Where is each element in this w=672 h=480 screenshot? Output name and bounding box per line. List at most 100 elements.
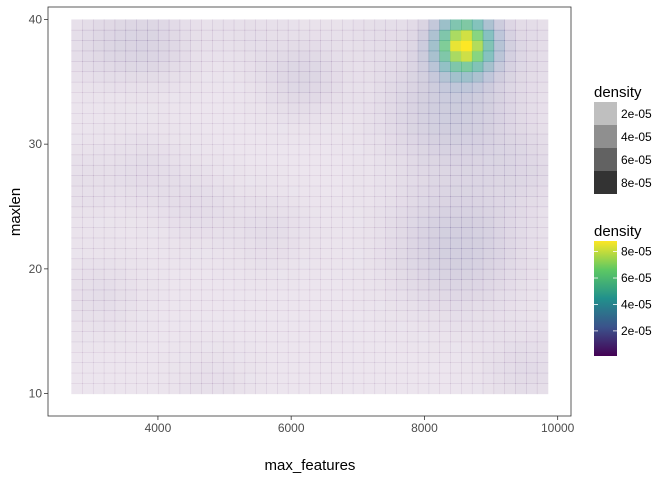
heatmap-tile <box>406 310 419 322</box>
heatmap-tile <box>428 81 441 93</box>
heatmap-tile <box>82 289 94 301</box>
heatmap-tile <box>439 331 451 343</box>
heatmap-tile <box>536 320 549 332</box>
heatmap-tile <box>417 351 430 363</box>
heatmap-tile <box>103 154 116 166</box>
heatmap-tile <box>244 362 256 374</box>
heatmap-tile <box>71 81 83 93</box>
heatmap-tile <box>255 81 267 93</box>
heatmap-tile <box>504 61 516 73</box>
heatmap-tile <box>450 71 462 83</box>
heatmap-tile <box>526 300 538 312</box>
heatmap-tile <box>515 50 527 62</box>
heatmap-tile <box>255 351 267 363</box>
heatmap-tile <box>493 331 505 343</box>
heatmap-tile <box>428 133 441 145</box>
heatmap-tile <box>201 185 213 197</box>
heatmap-tile <box>482 164 495 176</box>
heatmap-tile <box>320 351 332 363</box>
heatmap-tile <box>201 40 213 52</box>
heatmap-tile <box>212 341 224 353</box>
heatmap-tile <box>396 112 408 124</box>
heatmap-tile <box>352 362 365 374</box>
heatmap-tile <box>526 112 538 124</box>
heatmap-tile <box>526 102 538 114</box>
heatmap-tile <box>374 102 386 114</box>
heatmap-tile <box>277 123 289 135</box>
heatmap-tile <box>526 383 538 395</box>
heatmap-tile <box>493 227 505 239</box>
heatmap-tile <box>244 50 256 62</box>
heatmap-tile <box>298 185 311 197</box>
heatmap-tile <box>201 133 213 145</box>
heatmap-tile <box>363 61 376 73</box>
heatmap-tile <box>179 362 192 374</box>
heatmap-tile <box>179 175 192 187</box>
colorbar-tick-label: 4e-05 <box>621 297 652 311</box>
heatmap-tile <box>363 92 376 104</box>
heatmap-tile <box>287 50 300 62</box>
heatmap-tile <box>417 164 430 176</box>
heatmap-tile <box>417 300 430 312</box>
heatmap-tile <box>493 248 505 260</box>
heatmap-tile <box>71 268 83 280</box>
heatmap-tile <box>190 383 202 395</box>
heatmap-tile <box>450 268 462 280</box>
heatmap-tile <box>201 216 213 228</box>
heatmap-tile <box>450 61 462 73</box>
heatmap-tile <box>233 216 246 228</box>
heatmap-tile <box>125 310 137 322</box>
heatmap-tile <box>168 310 181 322</box>
heatmap-tile <box>536 300 549 312</box>
heatmap-tile <box>244 185 256 197</box>
heatmap-tile <box>103 383 116 395</box>
heatmap-tile <box>244 320 256 332</box>
heatmap-tile <box>417 71 430 83</box>
heatmap-tile <box>114 300 127 312</box>
heatmap-tile <box>103 227 116 239</box>
heatmap-tile <box>493 164 505 176</box>
heatmap-tile <box>168 133 181 145</box>
heatmap-tile <box>417 102 430 114</box>
heatmap-tile <box>222 175 235 187</box>
heatmap-tile <box>471 112 484 124</box>
heatmap-tile <box>201 362 213 374</box>
heatmap-tile <box>233 310 246 322</box>
heatmap-tile <box>287 92 300 104</box>
heatmap-tile <box>92 196 105 208</box>
heatmap-tile <box>482 50 495 62</box>
heatmap-tile <box>157 341 170 353</box>
heatmap-tile <box>233 40 246 52</box>
heatmap-tile <box>320 29 332 41</box>
heatmap-tiles <box>71 19 549 395</box>
heatmap-tile <box>363 144 376 156</box>
heatmap-tile <box>309 351 321 363</box>
heatmap-tile <box>406 268 419 280</box>
heatmap-tile <box>244 61 256 73</box>
heatmap-tile <box>428 175 441 187</box>
heatmap-tile <box>482 123 495 135</box>
heatmap-tile <box>212 206 224 218</box>
heatmap-tile <box>374 40 386 52</box>
heatmap-tile <box>320 164 332 176</box>
heatmap-tile <box>331 196 343 208</box>
heatmap-tile <box>482 196 495 208</box>
heatmap-tile <box>309 206 321 218</box>
heatmap-tile <box>331 185 343 197</box>
heatmap-tile <box>82 133 94 145</box>
heatmap-tile <box>504 175 516 187</box>
heatmap-tile <box>536 383 549 395</box>
heatmap-tile <box>396 40 408 52</box>
heatmap-tile <box>439 216 451 228</box>
heatmap-tile <box>233 227 246 239</box>
heatmap-tile <box>385 351 397 363</box>
heatmap-tile <box>352 341 365 353</box>
heatmap-tile <box>212 351 224 363</box>
heatmap-tile <box>331 331 343 343</box>
heatmap-tile <box>385 331 397 343</box>
heatmap-tile <box>504 164 516 176</box>
heatmap-tile <box>147 216 159 228</box>
heatmap-tile <box>504 279 516 291</box>
heatmap-tile <box>92 175 105 187</box>
